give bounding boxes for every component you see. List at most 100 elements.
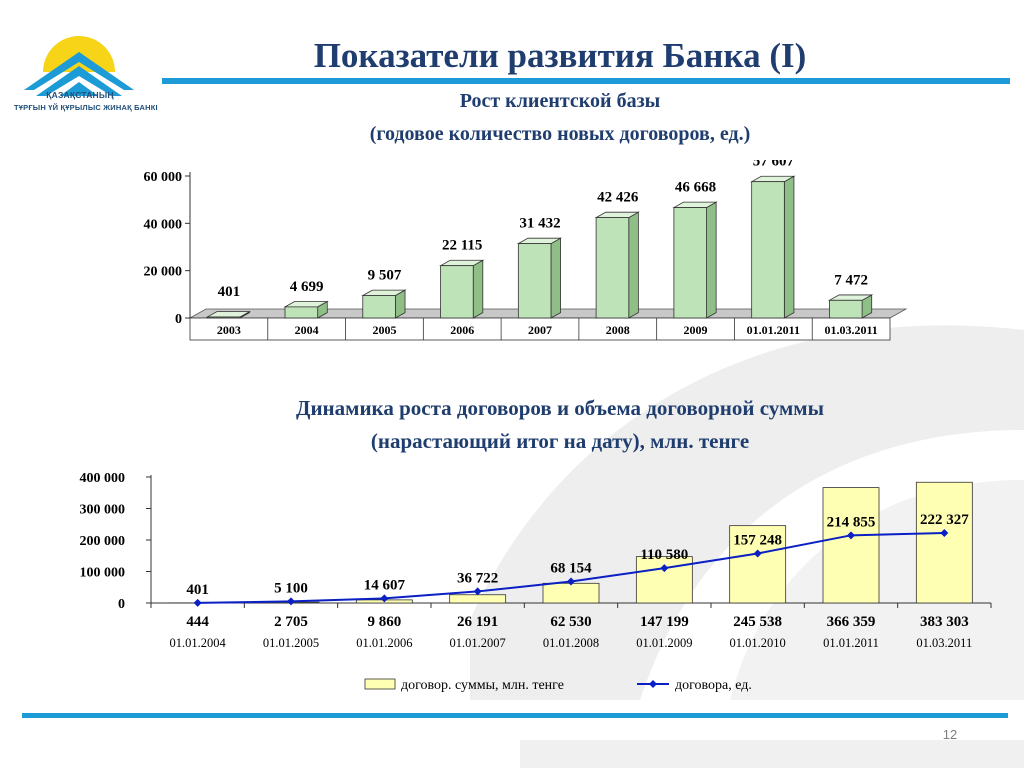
chart1-bar-side [472,259,484,319]
chart1-category-label: 2007 [528,323,552,337]
chart2-bar-value-label: 26 191 [457,614,498,630]
chart2-line-point [753,549,762,558]
chart2-category-label: 01.01.2009 [636,636,692,650]
chart1-bar-side [628,211,639,319]
chart2-category-label: 01.01.2006 [356,636,412,650]
chart2-y-tick-label: 100 000 [80,566,126,581]
chart2-line-value-label: 214 855 [827,514,876,530]
contracts-amount-combo-chart: 0 100 000 200 000 300 000 400 000 444 01.01.20… [80,471,992,693]
chart2-line-value-label: 5 100 [274,580,308,596]
chart2-bar-value-label: 147 199 [640,614,689,630]
chart2-bar [449,594,507,604]
chart2-bar-value-label: 62 530 [550,614,591,630]
header-rule [162,78,1010,84]
chart2-y-tick-label: 400 000 [80,471,126,486]
chart1-y-tick-label: 40 000 [144,217,183,232]
legend-bar-label: договор. суммы, млн. тенге [401,678,564,693]
chart1-category-label: 2008 [606,323,630,337]
chart1-bar [829,299,863,319]
chart2-bar-value-label: 9 860 [367,614,401,630]
chart1-category-label: 01.03.2011 [824,323,877,337]
chart2-line-value-label: 401 [186,582,209,598]
chart1-bar [751,181,785,319]
chart1-bar [673,207,707,319]
chart1-category-label: 2003 [217,323,241,337]
chart1-category-label: 2005 [372,323,396,337]
legend-line-label: договора, ед. [675,678,752,693]
chart2-line-point [660,564,669,573]
chart1-value-label: 22 115 [442,238,482,254]
page-title: Показатели развития Банка (I) [313,36,807,75]
chart2-line-point [287,597,295,606]
chart1-bar [284,306,319,319]
chart2-line-point [380,594,389,603]
chart1-bar [440,265,474,319]
chart2-bar-value-label: 2 705 [274,614,308,630]
chart2-line-value-label: 110 580 [640,547,688,563]
chart1-value-label: 7 472 [834,272,868,288]
chart2-bar [822,487,880,604]
chart2-legend: договор. суммы, млн. тенге договора, ед. [364,678,752,693]
chart1-bar-side [706,201,717,319]
chart2-y-tick-label: 200 000 [80,534,126,549]
chart1-value-label: 4 699 [290,279,324,295]
chart2-bar [635,556,693,604]
chart1-value-label: 401 [218,284,241,300]
chart1-value-label: 57 607 [753,160,795,170]
logo-text-line2: ТҰРҒЫН ҮЙ ҚҰРЫЛЫС ЖИНАҚ БАНКІ [14,103,158,112]
chart2-line-point [847,531,855,540]
chart2-title-line1: Динамика роста договоров и объема догово… [296,396,824,420]
chart1-value-label: 46 668 [675,180,716,196]
chart2-line-value-label: 157 248 [733,532,782,548]
chart2-bar-value-label: 245 538 [733,614,782,630]
chart2-line-value-label: 222 327 [920,512,969,528]
chart2-bar [729,525,787,604]
chart2-bar-value-label: 383 303 [920,614,969,630]
chart2-line-point [940,528,949,537]
chart2-bar-value-label: 444 [186,614,209,630]
chart1-bar [595,217,630,319]
bank-logo-icon [14,36,144,122]
chart1-bar [517,243,552,319]
chart2-y-tick-label: 0 [118,597,125,612]
chart2-line-value-label: 14 607 [364,577,406,593]
chart2-category-label: 01.01.2005 [263,636,319,650]
chart2-category-label: 01.03.2011 [916,636,972,650]
chart2-line-value-label: 68 154 [550,561,592,577]
chart1-category-label: 2009 [684,323,708,337]
chart1-bar-side [783,175,795,319]
chart2-category-label: 01.01.2004 [170,636,227,650]
legend-bar-swatch [364,678,396,690]
chart1-bar [362,295,396,319]
chart2-bar [542,582,600,604]
chart1-bar-side [550,237,562,319]
chart1-value-label: 9 507 [368,268,402,284]
chart1-bar [206,316,241,319]
logo-text-line1: ҚАЗАҚСТАНЫҢ [46,90,114,100]
chart1-y-tick-label: 0 [175,312,182,327]
chart2-line-point [193,598,202,607]
chart1-y-tick-label: 20 000 [144,265,183,280]
chart2-category-label: 01.01.2010 [730,636,786,650]
chart1-subtitle-line2: (годовое количество новых договоров, ед.… [369,123,751,145]
chart1-category-label: 2006 [450,323,474,337]
legend-line-marker [649,680,657,688]
new-contracts-bar-chart: 0 20 000 40 000 60 000 401 2003 4 699 2004 9 507… [144,160,908,341]
chart1-subtitle-line1: Рост клиентской базы [459,90,661,112]
chart2-bar-value-label: 366 359 [827,614,876,630]
chart2-title-line2: (нарастающий итог на дату), млн. тенге [370,429,750,453]
chart2-line-value-label: 36 722 [457,570,498,586]
chart1-category-label: 2004 [295,323,319,337]
chart1-value-label: 42 426 [597,190,639,206]
chart1-y-tick-label: 60 000 [144,170,183,185]
chart2-bar [915,481,973,604]
footer-rule [22,713,1008,718]
chart2-line-point [473,587,482,596]
page-number: 12 [942,727,958,742]
chart2-y-tick-label: 300 000 [80,503,126,518]
chart2-line-point [567,577,575,586]
chart2-category-label: 01.01.2007 [450,636,506,650]
chart1-value-label: 31 432 [519,216,560,232]
chart2-category-label: 01.01.2008 [543,636,599,650]
chart1-category-label: 01.01.2011 [747,323,800,337]
